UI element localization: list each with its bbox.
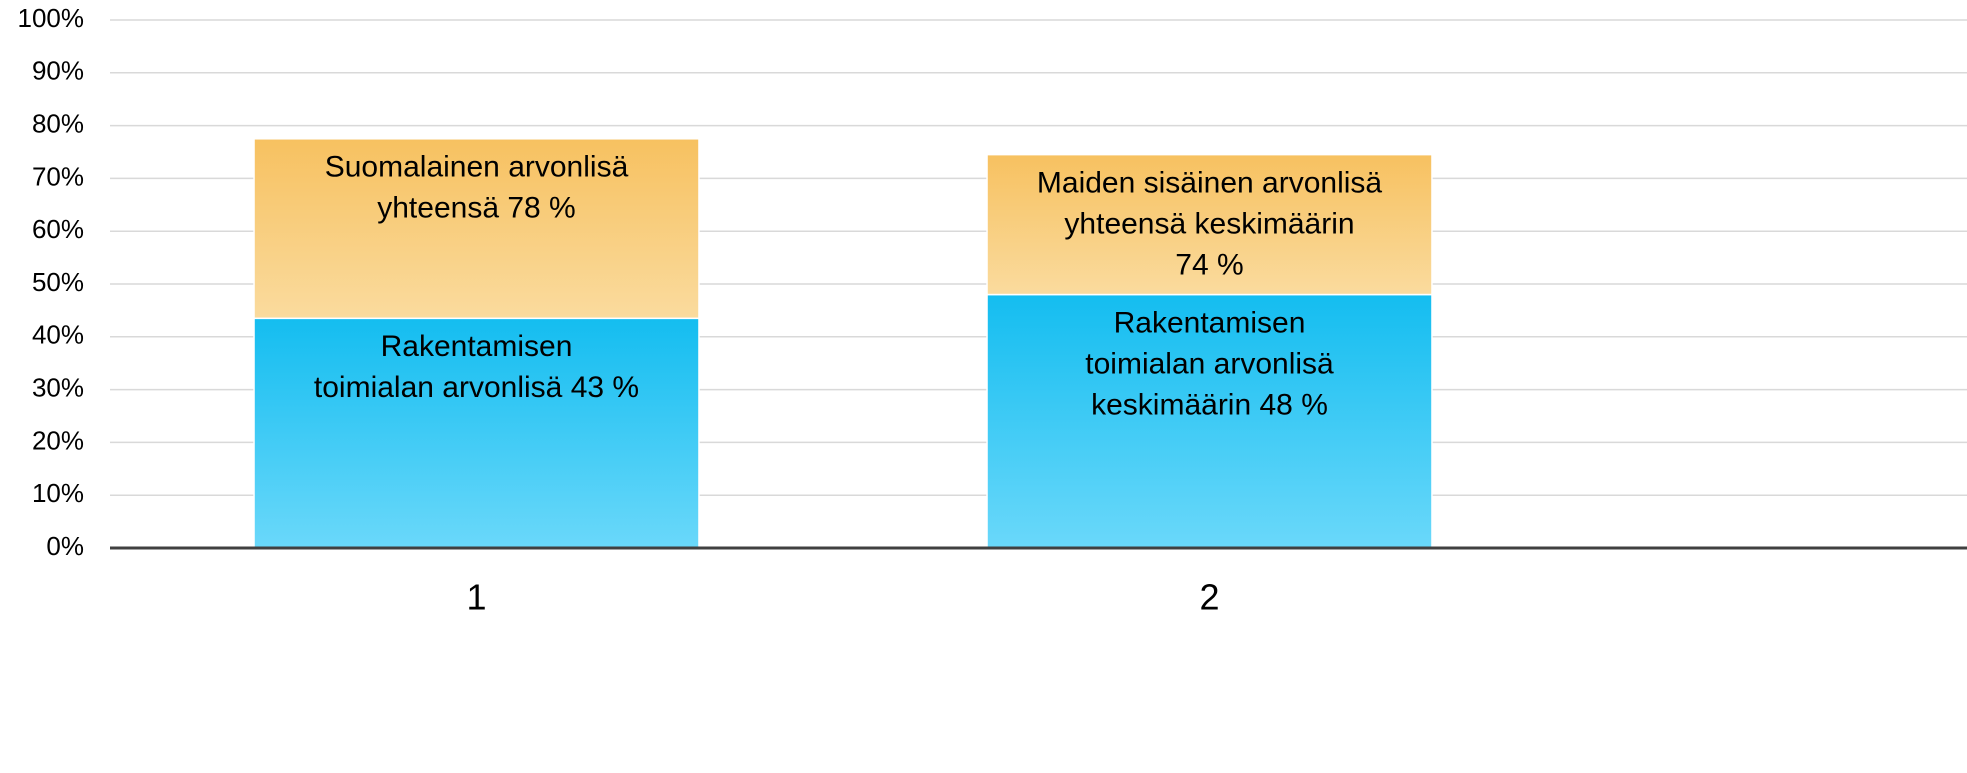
y-tick-label: 70%	[32, 161, 84, 191]
segment-label: toimialan arvonlisä 43 %	[314, 371, 639, 404]
segment-label: toimialan arvonlisä	[1085, 347, 1334, 380]
bar-segment	[986, 153, 1433, 296]
y-tick-label: 100%	[18, 3, 85, 33]
y-tick-label: 50%	[32, 267, 84, 297]
segment-label: Rakentamisen	[381, 330, 573, 363]
bar-segment	[253, 317, 700, 549]
segment-label: keskimäärin 48 %	[1091, 388, 1328, 421]
segment-label: Maiden sisäinen arvonlisä	[1037, 167, 1383, 200]
y-tick-label: 30%	[32, 372, 84, 402]
y-tick-label: 60%	[32, 214, 84, 244]
y-tick-label: 40%	[32, 320, 84, 350]
bar-segment	[253, 138, 700, 320]
y-tick-label: 20%	[32, 425, 84, 455]
y-tick-label: 0%	[46, 531, 84, 561]
y-tick-label: 90%	[32, 56, 84, 86]
y-tick-label: 10%	[32, 478, 84, 508]
segment-label: yhteensä keskimäärin	[1064, 208, 1354, 241]
x-tick-label: 1	[466, 577, 486, 618]
segment-label: Suomalainen arvonlisä	[325, 151, 629, 184]
segment-label: Rakentamisen	[1114, 306, 1306, 339]
x-tick-label: 2	[1199, 577, 1219, 618]
y-tick-label: 80%	[32, 108, 84, 138]
segment-label: yhteensä 78 %	[377, 192, 575, 225]
bar-segment	[986, 293, 1433, 549]
segment-label: 74 %	[1175, 249, 1243, 282]
